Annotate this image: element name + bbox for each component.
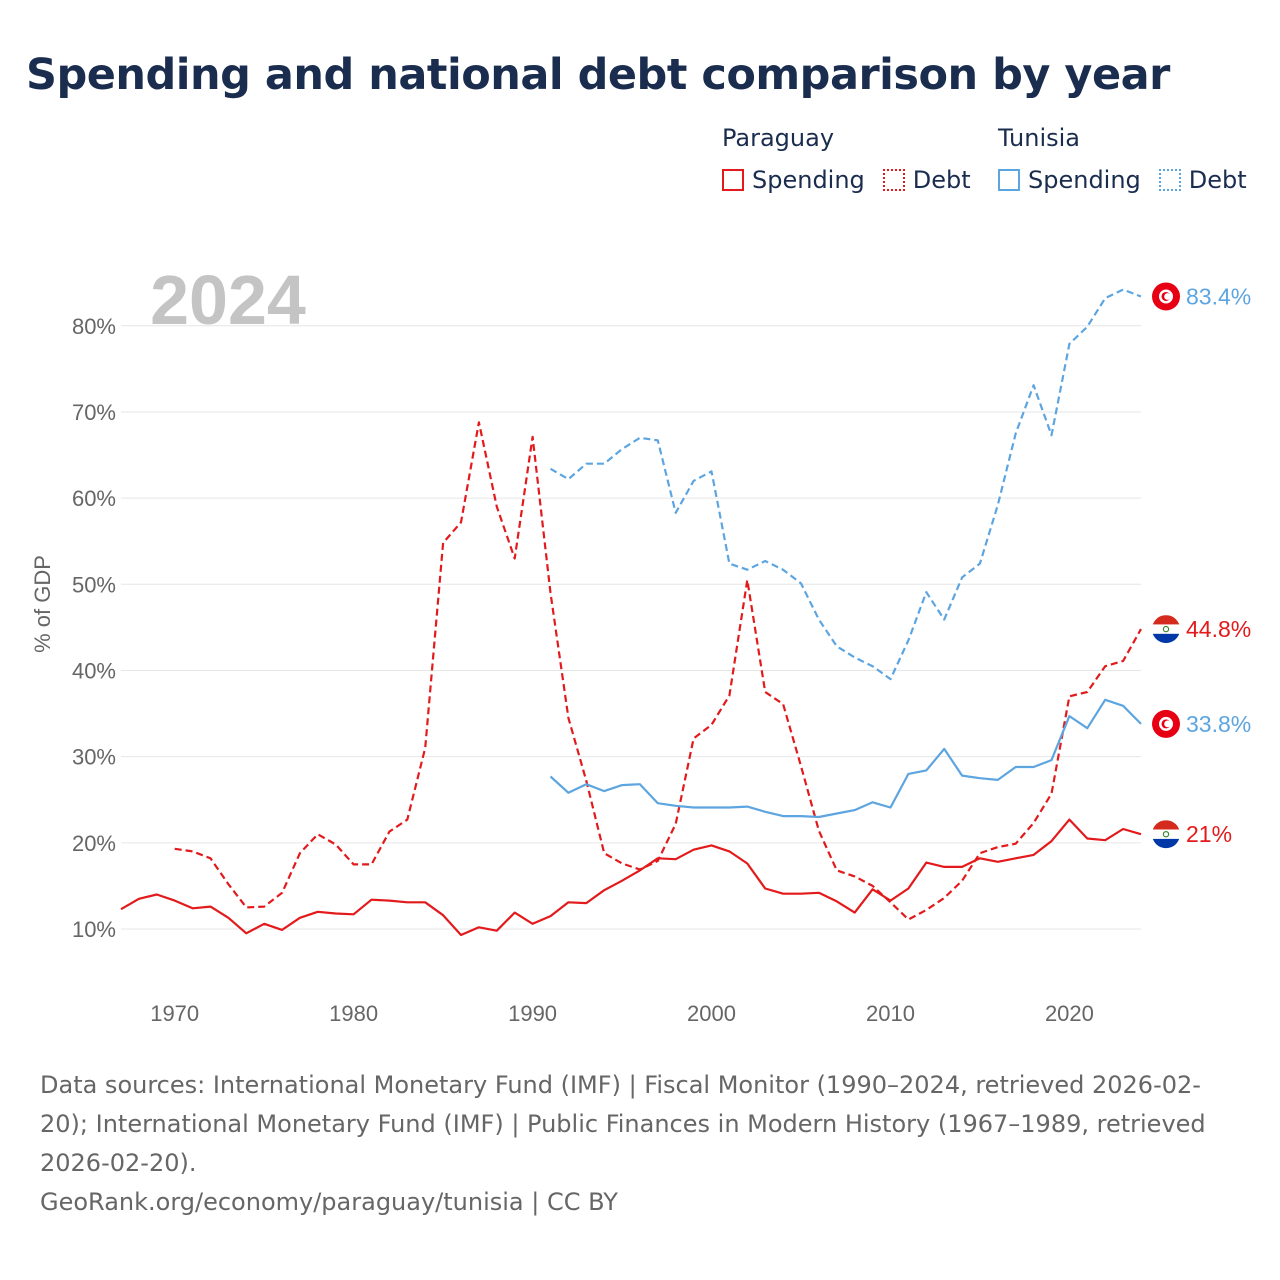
series-end-labels: 21% 44.8% 33.8% 83.4%: [1152, 282, 1251, 849]
dotted-swatch-icon: [1158, 169, 1181, 191]
series-lines: [120, 288, 1142, 937]
legend-heading-tunisia: Tunisia: [998, 124, 1080, 152]
end-label-tunisia-debt: 83.4%: [1186, 283, 1251, 309]
grid-lines: [121, 325, 1141, 930]
end-label-paraguay-debt: 44.8%: [1186, 616, 1251, 642]
y-tick-label: 80%: [72, 314, 116, 339]
x-tick-label: 1970: [150, 1001, 199, 1026]
end-label-tunisia-spending: 33.8%: [1186, 711, 1251, 737]
legend-label-tunisia-debt: Debt: [1188, 166, 1247, 194]
year-watermark: 2024: [150, 261, 306, 339]
legend-label-paraguay-debt: Debt: [912, 166, 971, 194]
solid-swatch-icon: [998, 169, 1020, 191]
y-axis-ticks: 10% 20% 30% 40% 50% 60% 70% 80%: [72, 314, 116, 942]
y-tick-label: 10%: [72, 917, 116, 942]
tunisia-flag-icon: [1152, 709, 1180, 738]
line-chart: 2024 10%20%30%40%50%60%70%80% 1970 1980 19…: [30, 261, 1251, 1026]
legend-entry-tunisia-debt[interactable]: Debt: [1158, 166, 1247, 194]
series-line-paraguay-debt[interactable]: [174, 421, 1142, 921]
x-tick-label: 1980: [329, 1001, 378, 1026]
dotted-swatch-icon: [882, 169, 905, 191]
y-tick-label: 20%: [72, 831, 116, 856]
data-sources: Data sources: International Monetary Fun…: [40, 1071, 1206, 1177]
legend-row-tunisia: Spending Debt: [998, 166, 1265, 194]
legend-entry-paraguay-debt[interactable]: Debt: [882, 166, 971, 194]
y-tick-label: 30%: [72, 745, 116, 770]
paraguay-flag-icon: [1152, 615, 1180, 644]
legend-heading-paraguay: Paraguay: [722, 124, 835, 152]
end-label-paraguay-spending: 21%: [1186, 821, 1232, 847]
legend-row-paraguay: Spending Debt: [722, 166, 989, 194]
y-tick-label: 70%: [72, 400, 116, 425]
y-tick-label: 60%: [72, 486, 116, 511]
series-line-paraguay-spending[interactable]: [120, 818, 1142, 937]
legend-entry-tunisia-spending[interactable]: Spending: [998, 166, 1141, 194]
x-tick-label: 1990: [508, 1001, 557, 1026]
series-line-tunisia-debt[interactable]: [549, 288, 1142, 681]
x-tick-label: 2020: [1045, 1001, 1094, 1026]
solid-swatch-icon: [722, 169, 744, 191]
series-line-tunisia-spending[interactable]: [549, 698, 1142, 819]
y-axis-label: % of GDP: [30, 555, 55, 653]
x-axis-ticks: 1970 1980 1990 2000 2010 2020: [150, 1001, 1094, 1026]
credit-link[interactable]: GeoRank.org/economy/paraguay/tunisia | C…: [40, 1188, 618, 1216]
tunisia-flag-icon: [1152, 282, 1180, 311]
x-tick-label: 2000: [687, 1001, 736, 1026]
footer: Data sources: International Monetary Fun…: [40, 1066, 1240, 1222]
paraguay-flag-icon: [1152, 820, 1180, 849]
legend-group-tunisia: Tunisia Spending Debt: [998, 122, 1247, 194]
legend-group-paraguay: Paraguay Spending Debt: [722, 122, 971, 194]
legend-entry-paraguay-spending[interactable]: Spending: [722, 166, 865, 194]
legend-label-tunisia-spending: Spending: [1028, 166, 1141, 194]
y-tick-label: 50%: [72, 572, 116, 597]
legend-label-paraguay-spending: Spending: [752, 166, 865, 194]
x-tick-label: 2010: [866, 1001, 915, 1026]
page-title: Spending and national debt comparison by…: [26, 50, 1170, 100]
y-tick-label: 40%: [72, 658, 116, 683]
